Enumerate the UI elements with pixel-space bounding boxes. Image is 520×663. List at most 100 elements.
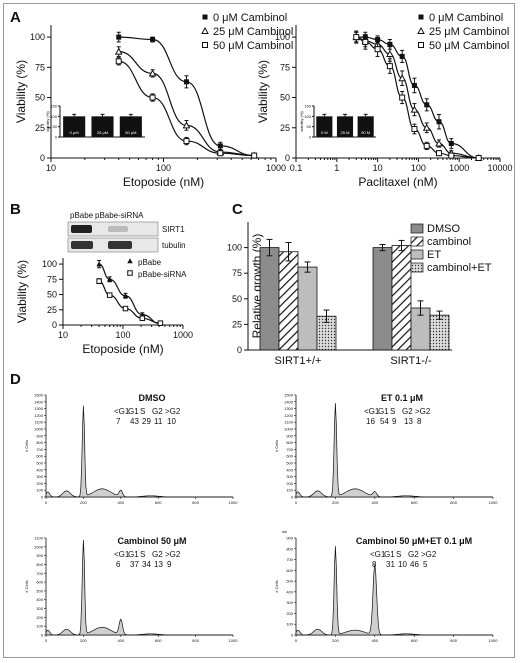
panel-b-etoposide-legend-label: pBabe-siRNA	[138, 270, 187, 279]
panel-a-paclitaxel-legend-marker	[417, 26, 425, 34]
panel-a-etoposide-inset-y-tick-label: 50	[53, 124, 58, 129]
panel-d-hist-2-y-tick-label: 200	[36, 615, 43, 620]
panel-a-paclitaxel-y-tick-label: 50	[280, 93, 290, 103]
panel-d-hist-2-y-tick-label: 400	[36, 597, 43, 602]
panel-a-paclitaxel-inset-y-tick-label: 50	[307, 124, 312, 129]
panel-d-hist-3-y-axis-label: # Cells	[274, 580, 279, 592]
panel-a-etoposide-x-tick-label: 1000	[266, 163, 286, 173]
panel-d-hist-3-phase-header: G1	[384, 550, 395, 559]
panel-a-etoposide-inset-bar	[91, 116, 114, 137]
panel-d-hist-3-phase-header: <G1	[370, 550, 386, 559]
panel-a-etoposide-y-tick-label: 50	[35, 93, 45, 103]
panel-b-etoposide-legend-marker	[127, 270, 133, 276]
panel-a-paclitaxel-legend-label: 25 μM Cambinol	[429, 26, 509, 38]
panel-d-hist-0-y-tick-label: 1100	[34, 420, 43, 425]
panel-a-paclitaxel-inset-category-label: 50 M	[361, 130, 370, 135]
panel-d-hist-3-x-tick-label: 400	[371, 638, 378, 643]
panel-d-hist-1-x-tick-label: 1000	[489, 500, 499, 505]
panel-b-etoposide-series-1-point	[139, 315, 146, 322]
panel-d-hist-3-y-tick-label: 900	[286, 536, 293, 541]
panel-c-y-tick-label: 0	[237, 345, 242, 355]
panel-a-paclitaxel-y-axis-label: Viability (%)	[256, 60, 270, 123]
panel-d-hist-1-y-tick-label: 1100	[284, 420, 293, 425]
panel-a-paclitaxel-inset-category-label: 25 M	[341, 130, 350, 135]
panel-a-etoposide-inset-category-label: 50 μM	[125, 130, 136, 135]
panel-a-etoposide-legend-marker	[202, 42, 208, 48]
panel-d-hist-0-y-tick-label: 300	[36, 474, 43, 479]
panel-d-hist-1-x-tick-label: 600	[411, 500, 418, 505]
panel-a-paclitaxel-inset-y-label: viability (%)	[299, 111, 304, 132]
panel-d-hist-0-y-tick-label: 100	[36, 488, 43, 493]
panel-a-paclitaxel-inset-bar	[336, 116, 354, 137]
panel-d-hist-2-x-tick-label: 400	[117, 638, 124, 643]
panel-d-hist-2-y-tick-label: 500	[36, 588, 43, 593]
panel-b-etoposide-y-tick-label: 25	[47, 305, 57, 315]
panel-d-hist-0-y-axis-label: # Cells	[24, 440, 29, 452]
panel-d-hist-0-phase-header: G1	[128, 407, 139, 416]
panel-d-hist-1-phase-header: >G2	[415, 407, 431, 416]
panel-a-paclitaxel-series-2-point	[386, 63, 393, 70]
panel-d-hist-3-histogram	[295, 546, 493, 636]
panel-d-hist-2-phase-header: G2	[152, 550, 163, 559]
panel-c-legend-label: DMSO	[427, 223, 460, 235]
panel-d-hist-0-y-tick-label: 900	[36, 433, 43, 438]
panel-d-hist-1-phase-value: 9	[392, 417, 397, 426]
panel-d-hist-1-y-tick-label: 1300	[284, 406, 294, 411]
panel-d-hist-3-y-axis-extra: sis	[282, 529, 287, 534]
panel-a-etoposide-legend-label: 25 μM Cambinol	[213, 26, 293, 38]
panel-b-etoposide-series-1-point	[96, 278, 102, 284]
panel-a-paclitaxel-x-tick-label: 100	[411, 163, 426, 173]
panel-d-hist-0-y-tick-label: 1400	[34, 399, 44, 404]
panel-b-etoposide-series-1-point	[157, 320, 164, 326]
panel-b-etoposide-y-tick-label: 100	[42, 259, 57, 269]
panel-a-etoposide-y-tick-label: 0	[40, 153, 45, 163]
panel-d-hist-1-y-tick-label: 1400	[284, 399, 294, 404]
panel-d-hist-2-y-axis-label: # Cells	[24, 580, 29, 592]
panel-a-etoposide-legend-label: 0 μM Cambinol	[213, 12, 287, 24]
panel-a-paclitaxel-inset-bar	[357, 116, 374, 137]
panel-d-hist-0-y-tick-label: 400	[36, 467, 43, 472]
panel-d-hist-1-phase-header: G1	[378, 407, 389, 416]
panel-a-etoposide-series-0-point	[116, 34, 122, 40]
panel-d-hist-1-y-tick-label: 1000	[284, 427, 294, 432]
panel-d-hist-2-y-tick-label: 0	[41, 633, 44, 638]
panel-d-hist-0-phase-header: >G2	[165, 407, 181, 416]
panel-a-etoposide-series-1-point	[114, 47, 123, 55]
panel-d-hist-1-y-tick-label: 900	[286, 433, 293, 438]
panel-a-paclitaxel-series-0-point	[399, 53, 405, 59]
panel-b-etoposide-y-tick-label: 75	[47, 274, 57, 284]
panel-d-hist-0-y-tick-label: 1300	[34, 406, 44, 411]
panel-d-hist-2-phase-header: G1	[128, 550, 139, 559]
panel-d-hist-3-x-tick-label: 200	[332, 638, 339, 643]
panel-label-b: B	[10, 201, 21, 218]
panel-c-bar	[391, 245, 412, 351]
panel-b-etoposide-y-axis-label: Viability (%)	[15, 260, 29, 323]
panel-a-paclitaxel-inset-bar	[316, 116, 333, 137]
panel-d-hist-3-phase-header: >G2	[421, 550, 437, 559]
panel-d-hist-1-phase-header: G2	[402, 407, 413, 416]
panel-b-etoposide-x-axis-label: Etoposide (nM)	[82, 342, 163, 356]
panel-c-bar	[372, 247, 393, 351]
panel-a-paclitaxel-series-2-point	[374, 46, 381, 53]
panel-a-etoposide-inset-y-tick-label: 150	[50, 104, 57, 109]
blot-band	[71, 225, 92, 233]
panel-d-hist-1-y-axis-label: # Cells	[274, 440, 279, 452]
panel-d-hist-1-title: ET 0.1 μM	[381, 393, 423, 403]
panel-a-paclitaxel-series-0-point	[424, 102, 430, 108]
panel-c-bar	[259, 247, 280, 351]
panel-a-paclitaxel-series-2-line	[356, 36, 479, 159]
panel-d-hist-1-y-tick-label: 700	[286, 447, 293, 452]
panel-d-hist-0-phase-value: 10	[167, 417, 176, 426]
panel-d-hist-0-title: DMSO	[139, 393, 166, 403]
panel-a-paclitaxel-series-1-point	[410, 105, 419, 113]
panel-a-paclitaxel-x-tick-label: 1000	[449, 163, 469, 173]
panel-a-paclitaxel-legend-label: 50 μM Cambinol	[429, 40, 509, 52]
panel-d-hist-1-y-tick-label: 400	[286, 467, 293, 472]
panel-d-hist-3-phase-value: 8	[372, 560, 377, 569]
panel-a-paclitaxel-inset-y-tick-label: 0	[309, 135, 312, 140]
panel-d-hist-3-y-tick-label: 700	[286, 557, 293, 562]
panel-a-paclitaxel-legend-marker	[418, 14, 424, 20]
panel-a-etoposide-x-tick-label: 10	[46, 163, 56, 173]
panel-label-a: A	[10, 9, 21, 26]
panel-d-hist-0-y-tick-label: 1200	[34, 413, 44, 418]
